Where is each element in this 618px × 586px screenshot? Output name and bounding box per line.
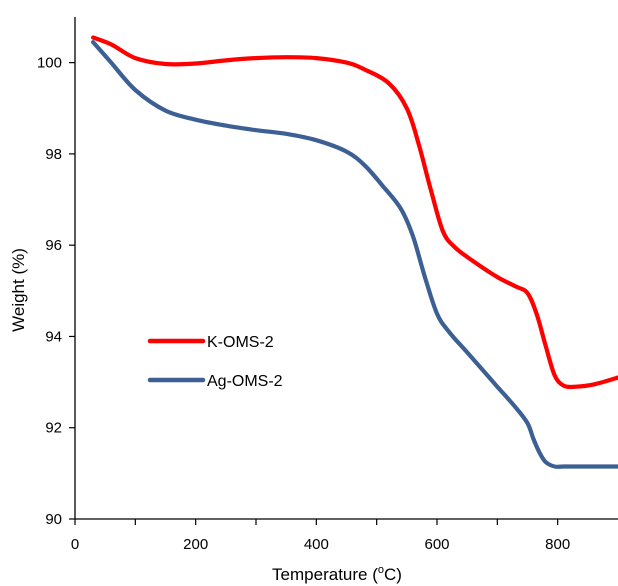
x-axis-minor-ticks: [134, 519, 498, 525]
x-tick-label: 400: [304, 536, 329, 553]
y-tick-label: 98: [45, 146, 62, 163]
series-lines: [91, 35, 618, 469]
x-tick-label: 0: [71, 536, 79, 553]
legend-label-k-oms-2: K-OMS-2: [207, 334, 274, 351]
series-line-k-oms-2: [91, 35, 618, 390]
y-tick-label: 90: [45, 511, 62, 528]
legend-label-ag-oms-2: Ag-OMS-2: [207, 373, 283, 390]
y-tick-label: 94: [45, 328, 62, 345]
x-tick-label: 600: [424, 536, 449, 553]
x-axis-title-main: Temperature (: [272, 565, 378, 584]
x-axis-title-end: C): [384, 565, 402, 584]
x-axis-major-ticks: 0 200 400 600 800: [71, 519, 570, 553]
series-line-ag-oms-2: [91, 40, 618, 469]
x-axis-title: Temperature (oC): [272, 564, 402, 584]
y-tick-label: 96: [45, 237, 62, 254]
x-tick-label: 200: [183, 536, 208, 553]
y-axis-title: Weight (%): [9, 248, 28, 332]
y-tick-label: 92: [45, 420, 62, 437]
x-tick-label: 800: [545, 536, 570, 553]
x-axis-title-superscript: o: [378, 564, 384, 576]
legend: K-OMS-2 Ag-OMS-2: [147, 334, 283, 390]
axes: 0 200 400 600 800 90 92 94 96 98 100: [37, 17, 618, 553]
y-axis-ticks: 90 92 94 96 98 100: [37, 55, 75, 528]
y-tick-label: 100: [37, 55, 62, 72]
